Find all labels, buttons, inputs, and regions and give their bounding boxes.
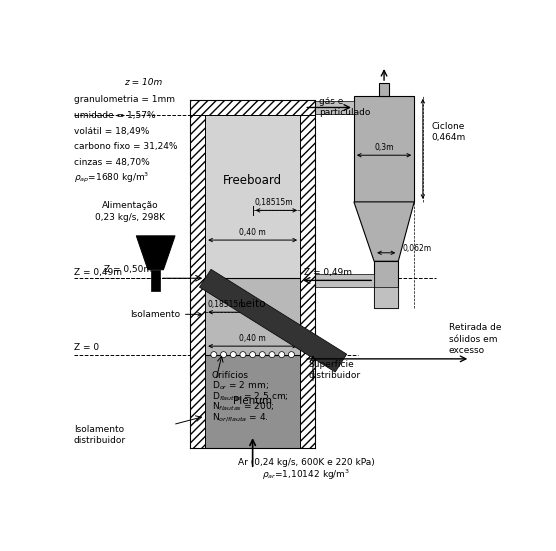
Bar [205, 278, 300, 355]
Bar [354, 96, 414, 202]
Text: Alimentação: Alimentação [102, 201, 158, 210]
Circle shape [259, 352, 265, 358]
Text: Ciclone
0,464m: Ciclone 0,464m [431, 122, 466, 142]
Bar [300, 100, 315, 448]
Circle shape [221, 352, 226, 358]
Text: carbono fixo = 31,24%: carbono fixo = 31,24% [74, 142, 177, 152]
Circle shape [240, 352, 246, 358]
Bar [300, 274, 374, 287]
Polygon shape [200, 269, 347, 372]
Text: 0,40 m: 0,40 m [239, 228, 266, 237]
Polygon shape [354, 202, 414, 261]
Bar [190, 100, 315, 115]
Text: 0,23 kg/s, 298K: 0,23 kg/s, 298K [95, 213, 165, 222]
Text: D$_{or}$ = 2 mm;: D$_{or}$ = 2 mm; [212, 380, 269, 392]
Circle shape [289, 352, 295, 358]
Text: Z = 0,50m: Z = 0,50m [104, 265, 152, 274]
Text: Orifícios: Orifícios [212, 371, 249, 380]
Text: z = 10m: z = 10m [123, 78, 162, 87]
Text: N$_{or/flauta}$ = 4.: N$_{or/flauta}$ = 4. [212, 412, 269, 424]
Text: Ar (0,24 kg/s, 600K e 220 kPa): Ar (0,24 kg/s, 600K e 220 kPa) [238, 458, 375, 467]
Text: $\rho_{ap}$=1680 kg/m$^3$: $\rho_{ap}$=1680 kg/m$^3$ [74, 171, 149, 185]
Text: 0,062m: 0,062m [403, 244, 431, 253]
Bar [300, 101, 354, 114]
Circle shape [279, 352, 285, 358]
Bar [205, 355, 300, 448]
Bar [151, 270, 160, 291]
Text: granulometria = 1mm: granulometria = 1mm [74, 95, 175, 104]
Text: Isolamento
distribuidor: Isolamento distribuidor [74, 425, 126, 445]
Circle shape [269, 352, 275, 358]
Text: Isolamento: Isolamento [130, 310, 201, 319]
Text: 0,18515m: 0,18515m [255, 198, 294, 207]
Text: $\rho_{ar}$=1,10142 kg/m$^3$: $\rho_{ar}$=1,10142 kg/m$^3$ [262, 467, 351, 482]
Bar [205, 115, 300, 278]
Bar [379, 83, 389, 96]
Text: umidade = 1,57%: umidade = 1,57% [74, 111, 156, 120]
Bar [190, 100, 205, 448]
Circle shape [230, 352, 236, 358]
Text: cinzas = 48,70%: cinzas = 48,70% [74, 158, 150, 167]
Text: N$_{flautas}$ = 200;: N$_{flautas}$ = 200; [212, 401, 275, 413]
Text: Freeboard: Freeboard [223, 174, 282, 187]
Bar [374, 287, 398, 308]
Text: Superfície
distribuidor: Superfície distribuidor [309, 360, 361, 380]
Text: gás e
particulado: gás e particulado [320, 97, 371, 117]
Text: 0,3m: 0,3m [374, 143, 394, 152]
Text: Z = 0,49m: Z = 0,49m [304, 268, 353, 277]
Bar [374, 261, 398, 308]
Circle shape [250, 352, 256, 358]
Text: Z = 0: Z = 0 [74, 343, 99, 353]
Text: Retirada de
sólidos em
excesso: Retirada de sólidos em excesso [449, 323, 501, 355]
Text: D$_{flautas}$ = 2,5 cm;: D$_{flautas}$ = 2,5 cm; [212, 390, 289, 403]
Text: Z = 0,49m: Z = 0,49m [74, 268, 122, 277]
Text: 0,40 m: 0,40 m [239, 334, 266, 343]
Text: 0,18515m: 0,18515m [207, 300, 246, 309]
Polygon shape [136, 236, 175, 270]
Text: volátil = 18,49%: volátil = 18,49% [74, 127, 149, 136]
Circle shape [211, 352, 217, 358]
Text: Plenum: Plenum [233, 396, 272, 406]
Text: Leito: Leito [240, 299, 265, 309]
